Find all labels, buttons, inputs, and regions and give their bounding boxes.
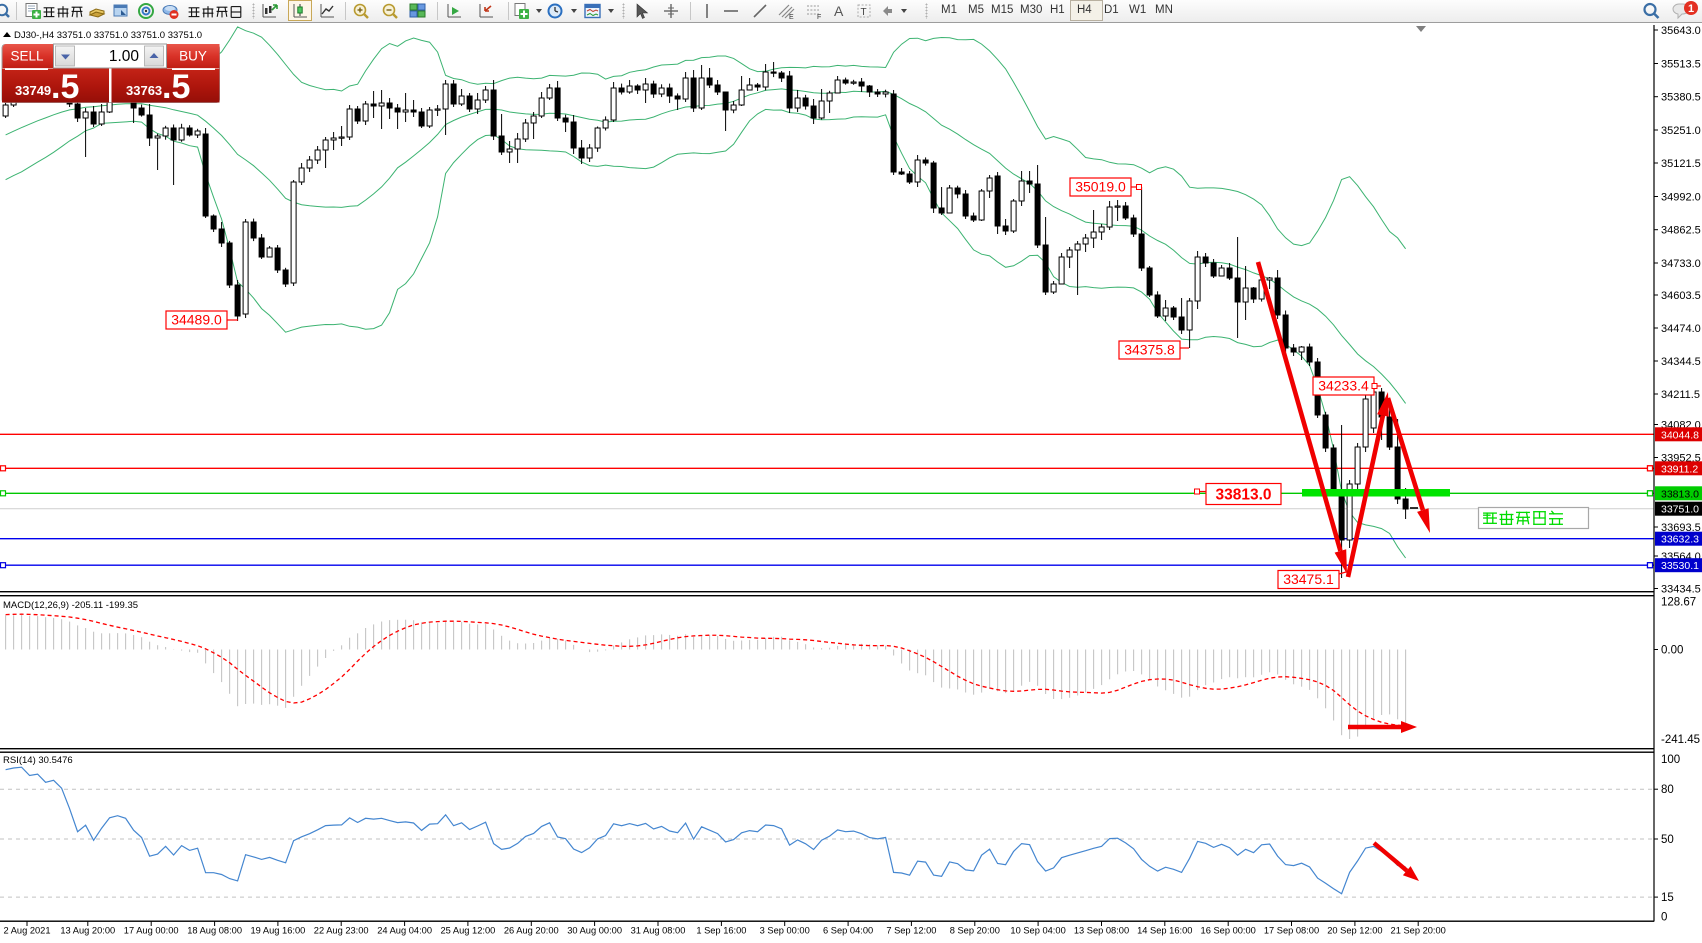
svg-text:34344.5: 34344.5	[1661, 356, 1701, 368]
svg-text:34489.0: 34489.0	[171, 312, 222, 328]
svg-text:RSI(14) 30.5476: RSI(14) 30.5476	[3, 755, 73, 766]
svg-text:34992.0: 34992.0	[1661, 192, 1701, 204]
svg-text:33434.5: 33434.5	[1661, 584, 1701, 596]
svg-text:20 Sep 12:00: 20 Sep 12:00	[1327, 926, 1382, 936]
svg-text:33749: 33749	[15, 83, 51, 98]
svg-text:128.67: 128.67	[1661, 597, 1696, 609]
svg-text:.5: .5	[51, 68, 79, 106]
svg-text:34733.0: 34733.0	[1661, 258, 1701, 270]
svg-text:7 Sep 12:00: 7 Sep 12:00	[886, 926, 936, 936]
svg-text:1.00: 1.00	[109, 48, 140, 65]
svg-text:34862.5: 34862.5	[1661, 225, 1701, 237]
svg-text:34044.8: 34044.8	[1661, 429, 1699, 441]
svg-text:33813.0: 33813.0	[1661, 488, 1699, 500]
svg-text:24 Aug 04:00: 24 Aug 04:00	[377, 926, 432, 936]
svg-text:35380.5: 35380.5	[1661, 92, 1701, 104]
svg-text:34233.4: 34233.4	[1318, 378, 1369, 394]
svg-text:E: E	[789, 14, 794, 21]
svg-text:-241.45: -241.45	[1661, 734, 1700, 746]
svg-text:F: F	[817, 14, 821, 21]
svg-text:35251.0: 35251.0	[1661, 125, 1701, 137]
svg-text:BUY: BUY	[179, 49, 207, 64]
svg-text:80: 80	[1661, 784, 1674, 796]
svg-text:18 Aug 08:00: 18 Aug 08:00	[187, 926, 242, 936]
svg-text:T: T	[861, 7, 867, 18]
svg-text:35643.0: 35643.0	[1661, 25, 1701, 37]
svg-text:31 Aug 08:00: 31 Aug 08:00	[631, 926, 686, 936]
svg-text:2 Aug 2021: 2 Aug 2021	[3, 926, 50, 936]
svg-text:DJ30-,H4 33751.0 33751.0 33: DJ30-,H4 33751.0 33751.0 33751.0 33751.0	[14, 30, 202, 41]
svg-text:MACD(12,26,9) -205.11 -199.35: MACD(12,26,9) -205.11 -199.35	[3, 600, 138, 611]
svg-text:34375.8: 34375.8	[1124, 342, 1175, 358]
svg-text:8 Sep 20:00: 8 Sep 20:00	[950, 926, 1000, 936]
svg-text:19 Aug 16:00: 19 Aug 16:00	[250, 926, 305, 936]
svg-text:50: 50	[1661, 834, 1674, 846]
svg-text:34211.5: 34211.5	[1661, 389, 1700, 401]
svg-text:22 Aug 23:00: 22 Aug 23:00	[314, 926, 369, 936]
svg-text:34474.0: 34474.0	[1661, 323, 1701, 335]
svg-text:21 Sep 20:00: 21 Sep 20:00	[1391, 926, 1446, 936]
svg-text:.5: .5	[162, 68, 190, 106]
svg-text:33530.1: 33530.1	[1661, 560, 1699, 572]
svg-text:35019.0: 35019.0	[1075, 179, 1126, 195]
svg-text:33763: 33763	[126, 83, 162, 98]
svg-text:17 Aug 00:00: 17 Aug 00:00	[124, 926, 179, 936]
svg-text:1 Sep 16:00: 1 Sep 16:00	[696, 926, 746, 936]
svg-text:33751.0: 33751.0	[1661, 504, 1699, 516]
svg-text:SELL: SELL	[10, 49, 44, 64]
svg-text:35121.5: 35121.5	[1661, 158, 1701, 170]
svg-text:17 Sep 08:00: 17 Sep 08:00	[1264, 926, 1319, 936]
svg-text:1: 1	[1688, 3, 1694, 15]
svg-text:33693.5: 33693.5	[1661, 522, 1701, 534]
svg-text:0.00: 0.00	[1661, 645, 1683, 657]
svg-text:16 Sep 00:00: 16 Sep 00:00	[1201, 926, 1256, 936]
svg-text:30 Aug 00:00: 30 Aug 00:00	[567, 926, 622, 936]
svg-text:100: 100	[1661, 754, 1680, 766]
svg-text:26 Aug 20:00: 26 Aug 20:00	[504, 926, 559, 936]
svg-text:25 Aug 12:00: 25 Aug 12:00	[440, 926, 495, 936]
svg-text:33813.0: 33813.0	[1215, 487, 1271, 504]
svg-text:3 Sep 00:00: 3 Sep 00:00	[760, 926, 810, 936]
svg-text:6 Sep 04:00: 6 Sep 04:00	[823, 926, 873, 936]
svg-text:33911.2: 33911.2	[1661, 463, 1698, 475]
svg-text:14 Sep 16:00: 14 Sep 16:00	[1137, 926, 1192, 936]
svg-text:15: 15	[1661, 892, 1674, 904]
svg-text:35513.5: 35513.5	[1661, 59, 1701, 71]
svg-text:13 Aug 20:00: 13 Aug 20:00	[60, 926, 115, 936]
svg-text:33475.1: 33475.1	[1283, 571, 1334, 587]
svg-text:13 Sep 08:00: 13 Sep 08:00	[1074, 926, 1129, 936]
svg-text:10 Sep 04:00: 10 Sep 04:00	[1010, 926, 1065, 936]
svg-text:34603.5: 34603.5	[1661, 290, 1701, 302]
svg-text:33632.3: 33632.3	[1661, 534, 1699, 546]
svg-text:0: 0	[1661, 912, 1667, 924]
